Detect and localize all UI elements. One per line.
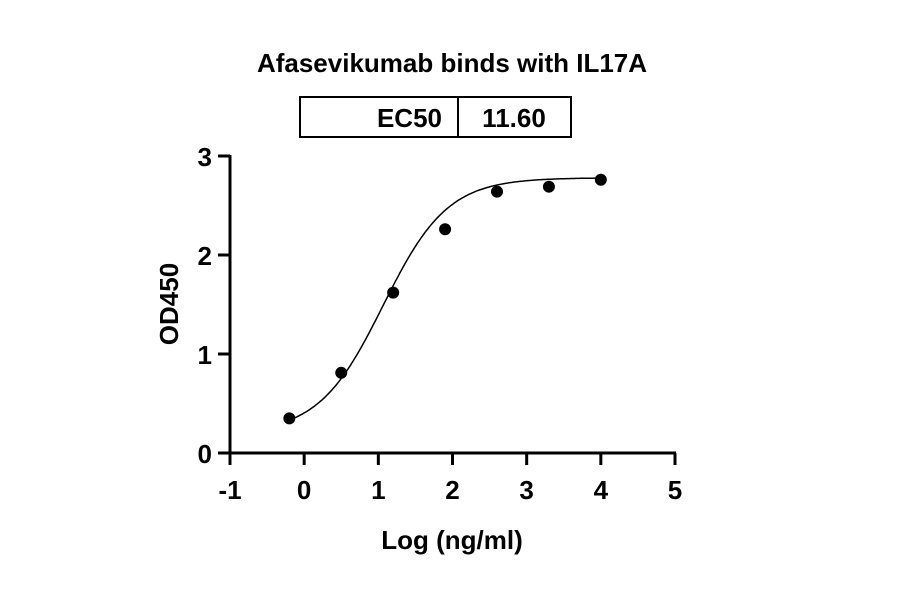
x-tick-label: 3 — [519, 475, 533, 505]
data-point — [491, 185, 503, 198]
y-tick-label: 2 — [198, 241, 212, 271]
data-points — [283, 173, 607, 425]
data-point — [594, 173, 607, 186]
x-tick-label: 1 — [371, 475, 385, 505]
chart-title: Afasevikumab binds with IL17A — [257, 48, 647, 78]
data-point — [542, 180, 555, 193]
ec50-table: EC50 11.60 — [299, 96, 572, 138]
x-tick-label: 5 — [668, 475, 682, 505]
x-tick-label: 0 — [297, 475, 311, 505]
x-tick-label: 4 — [594, 475, 609, 505]
fit-curve — [289, 177, 601, 421]
data-point — [439, 223, 452, 236]
y-axis-label: OD450 — [154, 263, 184, 345]
x-axis-label: Log (ng/ml) — [381, 525, 523, 555]
ec50-label: EC50 — [377, 103, 442, 133]
ec50-table-border — [299, 96, 572, 138]
y-tick-label: 1 — [198, 340, 212, 370]
y-tick-label: 0 — [198, 439, 212, 469]
y-tick-label: 3 — [198, 142, 212, 172]
x-tick-label: 2 — [445, 475, 459, 505]
ec50-value: 11.60 — [482, 103, 546, 133]
data-point — [335, 366, 348, 379]
x-tick-label: -1 — [218, 475, 241, 505]
data-point — [283, 412, 296, 425]
data-point — [387, 286, 400, 299]
